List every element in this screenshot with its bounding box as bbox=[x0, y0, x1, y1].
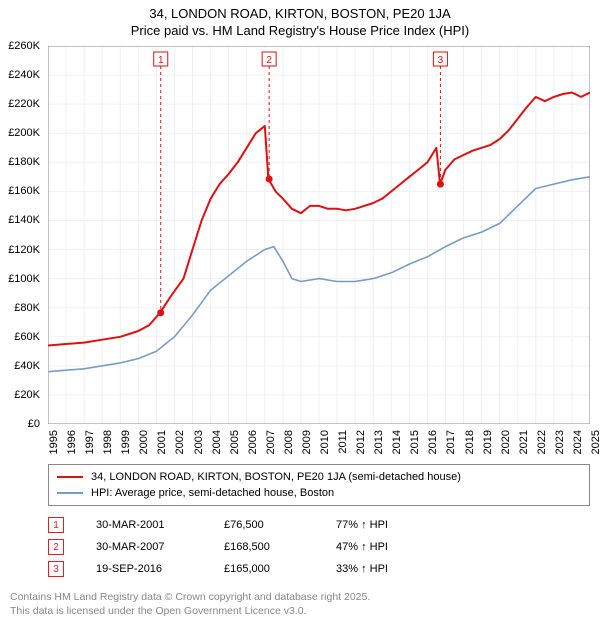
x-tick-label: 2006 bbox=[247, 430, 259, 454]
y-tick-label: £20K bbox=[14, 389, 40, 401]
attribution-footer: Contains HM Land Registry data © Crown c… bbox=[10, 590, 590, 618]
x-tick-label: 2003 bbox=[193, 430, 205, 454]
chart-subtitle: Price paid vs. HM Land Registry's House … bbox=[0, 23, 600, 38]
x-tick-label: 1995 bbox=[48, 430, 60, 454]
svg-text:2: 2 bbox=[266, 55, 272, 66]
sale-delta: 47% ↑ HPI bbox=[336, 541, 388, 553]
legend-swatch-hpi bbox=[57, 492, 83, 494]
svg-text:3: 3 bbox=[438, 55, 444, 66]
footer-line: This data is licensed under the Open Gov… bbox=[10, 604, 590, 618]
x-tick-label: 2024 bbox=[572, 430, 584, 454]
sale-date: 30-MAR-2007 bbox=[96, 541, 192, 553]
y-tick-label: £0 bbox=[28, 418, 40, 430]
x-tick-label: 2001 bbox=[156, 430, 168, 454]
legend: 34, LONDON ROAD, KIRTON, BOSTON, PE20 1J… bbox=[48, 464, 590, 506]
sale-marker-icon: 3 bbox=[48, 561, 64, 577]
sale-date: 30-MAR-2001 bbox=[96, 519, 192, 531]
chart-title-block: 34, LONDON ROAD, KIRTON, BOSTON, PE20 1J… bbox=[0, 0, 600, 38]
x-tick-label: 2004 bbox=[211, 430, 223, 454]
x-tick-label: 2013 bbox=[373, 430, 385, 454]
x-tick-label: 2007 bbox=[265, 430, 277, 454]
sale-price: £168,500 bbox=[224, 541, 304, 553]
x-tick-label: 2023 bbox=[554, 430, 566, 454]
legend-label: HPI: Average price, semi-detached house,… bbox=[91, 487, 334, 499]
sale-row: 1 30-MAR-2001 £76,500 77% ↑ HPI bbox=[48, 514, 590, 536]
x-tick-label: 2000 bbox=[138, 430, 150, 454]
chart-title: 34, LONDON ROAD, KIRTON, BOSTON, PE20 1J… bbox=[0, 6, 600, 21]
svg-text:1: 1 bbox=[158, 55, 164, 66]
x-tick-label: 2019 bbox=[482, 430, 494, 454]
x-tick-label: 2017 bbox=[445, 430, 457, 454]
y-tick-label: £240K bbox=[8, 69, 40, 81]
y-tick-label: £80K bbox=[14, 302, 40, 314]
x-tick-label: 2011 bbox=[337, 430, 349, 454]
sale-delta: 33% ↑ HPI bbox=[336, 563, 388, 575]
y-tick-label: £220K bbox=[8, 98, 40, 110]
sale-price: £165,000 bbox=[224, 563, 304, 575]
y-tick-label: £140K bbox=[8, 214, 40, 226]
y-tick-label: £40K bbox=[14, 360, 40, 372]
x-tick-label: 2018 bbox=[464, 430, 476, 454]
y-axis-labels: £0£20K£40K£60K£80K£100K£120K£140K£160K£1… bbox=[0, 46, 44, 424]
x-tick-label: 1998 bbox=[102, 430, 114, 454]
line-chart-svg: 1 2 3 bbox=[48, 46, 590, 424]
sale-marker-icon: 1 bbox=[48, 517, 64, 533]
sale-date: 19-SEP-2016 bbox=[96, 563, 192, 575]
legend-row: 34, LONDON ROAD, KIRTON, BOSTON, PE20 1J… bbox=[57, 469, 581, 485]
sale-delta: 77% ↑ HPI bbox=[336, 519, 388, 531]
x-tick-label: 2022 bbox=[536, 430, 548, 454]
y-tick-label: £100K bbox=[8, 273, 40, 285]
x-tick-label: 2005 bbox=[229, 430, 241, 454]
y-tick-label: £200K bbox=[8, 127, 40, 139]
x-tick-label: 2020 bbox=[500, 430, 512, 454]
x-tick-label: 2012 bbox=[355, 430, 367, 454]
footer-line: Contains HM Land Registry data © Crown c… bbox=[10, 590, 590, 604]
x-tick-label: 1997 bbox=[84, 430, 96, 454]
y-tick-label: £160K bbox=[8, 185, 40, 197]
y-tick-label: £60K bbox=[14, 331, 40, 343]
x-tick-label: 2010 bbox=[319, 430, 331, 454]
legend-label: 34, LONDON ROAD, KIRTON, BOSTON, PE20 1J… bbox=[91, 471, 461, 483]
chart-area: £0£20K£40K£60K£80K£100K£120K£140K£160K£1… bbox=[48, 46, 590, 424]
x-tick-label: 2008 bbox=[283, 430, 295, 454]
x-tick-label: 1999 bbox=[120, 430, 132, 454]
x-tick-label: 2015 bbox=[409, 430, 421, 454]
sale-marker-icon: 2 bbox=[48, 539, 64, 555]
x-tick-label: 2014 bbox=[391, 430, 403, 454]
x-tick-label: 1996 bbox=[66, 430, 78, 454]
x-tick-label: 2009 bbox=[301, 430, 313, 454]
x-tick-label: 2021 bbox=[518, 430, 530, 454]
sale-row: 3 19-SEP-2016 £165,000 33% ↑ HPI bbox=[48, 558, 590, 580]
legend-swatch-property bbox=[57, 476, 83, 478]
x-tick-label: 2002 bbox=[174, 430, 186, 454]
x-tick-label: 2016 bbox=[427, 430, 439, 454]
x-tick-label: 2025 bbox=[590, 430, 600, 454]
sale-price: £76,500 bbox=[224, 519, 304, 531]
sale-events: 1 30-MAR-2001 £76,500 77% ↑ HPI 2 30-MAR… bbox=[48, 514, 590, 580]
y-tick-label: £180K bbox=[8, 156, 40, 168]
x-axis-labels: 1995 1996 1997 1998 1999 2000 2001 2002 2003 2004… bbox=[48, 430, 590, 464]
y-tick-label: £120K bbox=[8, 244, 40, 256]
legend-row: HPI: Average price, semi-detached house,… bbox=[57, 485, 581, 501]
sale-row: 2 30-MAR-2007 £168,500 47% ↑ HPI bbox=[48, 536, 590, 558]
y-tick-label: £260K bbox=[8, 40, 40, 52]
